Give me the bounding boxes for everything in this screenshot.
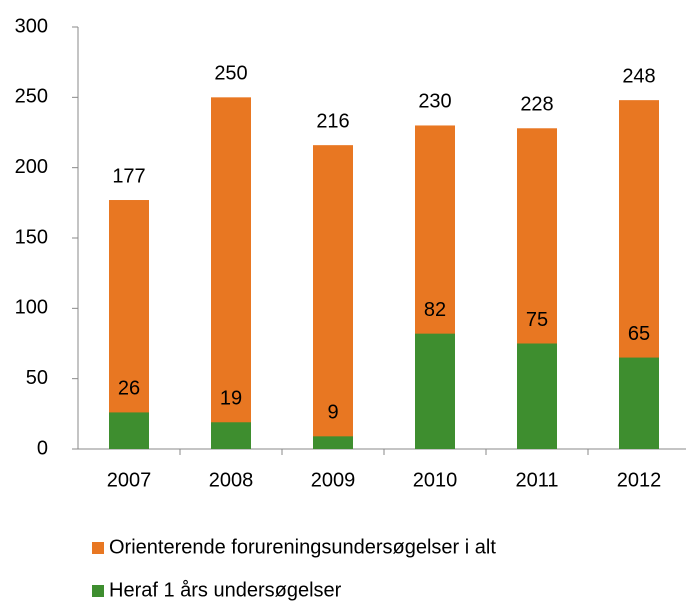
legend-swatch (92, 542, 104, 554)
x-tick-label: 2008 (209, 469, 254, 491)
data-label: 228 (520, 94, 553, 116)
data-label: 230 (418, 91, 451, 113)
data-label: 75 (526, 309, 548, 331)
y-tick-label: 0 (37, 437, 48, 459)
legend-swatch (92, 585, 104, 597)
bar (211, 422, 251, 449)
data-label: 216 (316, 110, 349, 132)
legend-label: Orienterende forureningsundersøgelser i … (109, 536, 496, 558)
y-tick-label: 200 (15, 156, 48, 178)
data-label: 65 (628, 323, 650, 345)
bar (109, 412, 149, 449)
x-tick-label: 2009 (311, 469, 356, 491)
bar (211, 97, 251, 449)
bar (313, 145, 353, 449)
x-tick-label: 2011 (515, 469, 558, 491)
bar (313, 436, 353, 449)
data-label: 9 (327, 402, 338, 424)
data-label: 248 (622, 65, 655, 87)
y-tick-label: 150 (15, 226, 48, 248)
data-label: 250 (214, 63, 247, 85)
bar (415, 333, 455, 449)
y-tick-label: 100 (15, 297, 48, 319)
data-label: 26 (118, 378, 140, 400)
y-tick-label: 250 (15, 86, 48, 108)
bar (619, 357, 659, 449)
data-label: 19 (220, 388, 242, 410)
bar (517, 343, 557, 449)
data-label: 82 (424, 299, 446, 321)
x-tick-label: 2012 (617, 469, 662, 491)
bar (109, 200, 149, 449)
data-label: 177 (112, 165, 145, 187)
legend-label: Heraf 1 års undersøgelser (109, 579, 342, 601)
x-tick-label: 2007 (107, 469, 152, 491)
y-tick-label: 300 (15, 15, 48, 37)
y-tick-label: 50 (26, 367, 48, 389)
x-tick-label: 2010 (413, 469, 458, 491)
